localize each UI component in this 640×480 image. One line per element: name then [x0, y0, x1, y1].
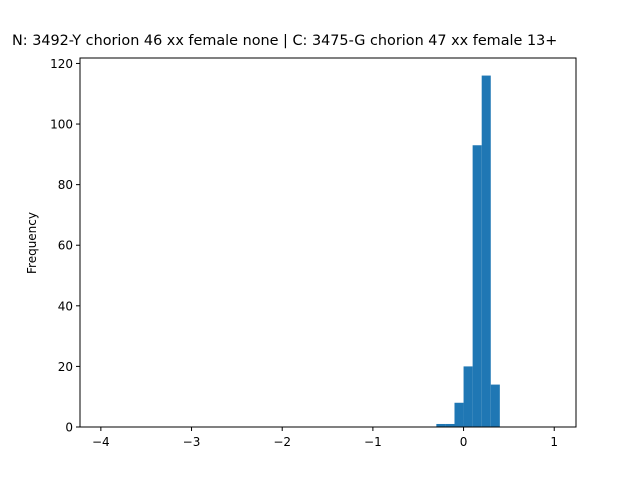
y-tick-label: 80: [58, 178, 73, 192]
x-tick-label: 1: [550, 435, 558, 449]
histogram-bar-6: [490, 384, 500, 427]
histogram-bar-5: [481, 75, 491, 428]
y-tick-label: 40: [58, 299, 73, 313]
x-axis: −4 −3 −2 −1 0 1: [92, 427, 558, 449]
y-tick-label: 120: [50, 57, 73, 71]
x-tick-label: 0: [460, 435, 468, 449]
y-tick-label: 100: [50, 118, 73, 132]
histogram-bar-4: [472, 145, 482, 428]
y-tick-label: 0: [65, 421, 73, 435]
plot-frame: [79, 57, 577, 428]
y-tick-label: 20: [58, 360, 73, 374]
histogram-bar-1: [445, 423, 455, 427]
histogram-bar-3: [463, 366, 473, 427]
x-tick-label: −4: [92, 435, 110, 449]
x-tick-label: −3: [183, 435, 201, 449]
histogram-bar-0: [436, 423, 446, 427]
x-tick-label: −2: [273, 435, 291, 449]
y-axis: 0 20 40 60 80 100 120: [50, 57, 80, 435]
chart-title: N: 3492-Y chorion 46 xx female none | C:…: [12, 33, 558, 49]
y-tick-label: 60: [58, 239, 73, 253]
x-tick-label: −1: [364, 435, 382, 449]
histogram-bar-2: [454, 402, 464, 427]
y-axis-label: Frequency: [25, 212, 39, 274]
bars-group: [436, 75, 500, 428]
